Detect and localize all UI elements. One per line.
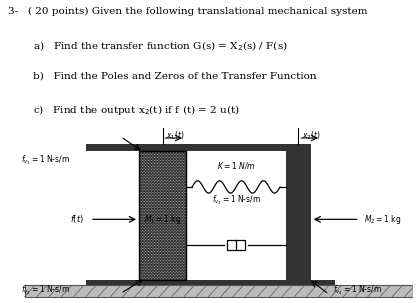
Text: $f_{v_1}= 1$ N-s/m: $f_{v_1}= 1$ N-s/m (20, 154, 70, 167)
Bar (286, 144, 311, 280)
Text: b)   Find the Poles and Zeros of the Transfer Function: b) Find the Poles and Zeros of the Trans… (33, 71, 317, 80)
Text: a)   Find the transfer function G(s) = X$_2$(s) / F(s): a) Find the transfer function G(s) = X$_… (33, 39, 287, 53)
Text: $x_2(t)$: $x_2(t)$ (301, 130, 320, 142)
Text: $f_{v_4}= 1$ N-s/m: $f_{v_4}= 1$ N-s/m (333, 283, 382, 297)
Bar (86, 144, 311, 151)
Text: $M_2 = 1$ kg: $M_2 = 1$ kg (364, 213, 401, 226)
Text: $f_{v_3}= 1$ N-s/m: $f_{v_3}= 1$ N-s/m (211, 193, 261, 207)
Text: $K= 1$ N/m: $K= 1$ N/m (217, 161, 256, 171)
Text: c)   Find the output x$_2$(t) if f (t) = 2 u(t): c) Find the output x$_2$(t) if f (t) = 2… (33, 103, 240, 117)
Text: $f(t)$: $f(t)$ (70, 213, 84, 225)
Bar (227, 240, 245, 250)
Text: $f_{v_2}= 1$ N-s/m: $f_{v_2}= 1$ N-s/m (20, 283, 70, 297)
Text: 3-   ( 20 points) Given the following translational mechanical system: 3- ( 20 points) Given the following tran… (8, 6, 368, 15)
Bar (25, 285, 413, 297)
Bar (139, 151, 186, 280)
Text: $M_1 = 1$ kg: $M_1 = 1$ kg (144, 213, 181, 226)
Bar (86, 280, 335, 285)
Text: $x_1(t)$: $x_1(t)$ (166, 130, 184, 142)
